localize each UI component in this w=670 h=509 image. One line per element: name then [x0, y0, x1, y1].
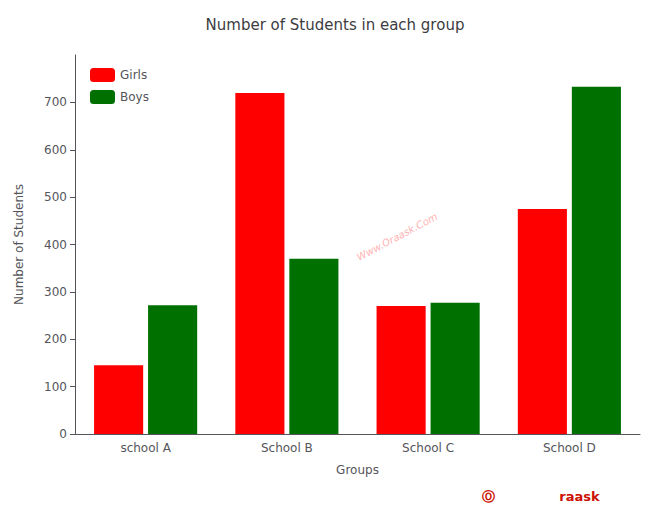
- svg-text:Www.Oraask.Com: Www.Oraask.Com: [355, 211, 440, 263]
- svg-text:0: 0: [59, 427, 67, 441]
- svg-text:Boys: Boys: [120, 90, 149, 104]
- svg-text:500: 500: [44, 190, 67, 204]
- svg-text:School B: School B: [261, 441, 313, 455]
- svg-text:700: 700: [44, 95, 67, 109]
- svg-text:School D: School D: [543, 441, 596, 455]
- svg-text:Girls: Girls: [120, 68, 147, 82]
- svg-text:raask: raask: [559, 489, 600, 504]
- svg-text:Groups: Groups: [336, 463, 379, 477]
- svg-text:100: 100: [44, 380, 67, 394]
- svg-text:200: 200: [44, 332, 67, 346]
- svg-text:school A: school A: [120, 441, 171, 455]
- svg-text:School C: School C: [402, 441, 454, 455]
- svg-text:400: 400: [44, 238, 67, 252]
- svg-text:Number of Students: Number of Students: [12, 184, 26, 305]
- svg-text:Ⓞ: Ⓞ: [482, 489, 495, 504]
- svg-text:Number of Students in each gro: Number of Students in each group: [206, 16, 465, 34]
- svg-text:300: 300: [44, 285, 67, 299]
- svg-text:600: 600: [44, 143, 67, 157]
